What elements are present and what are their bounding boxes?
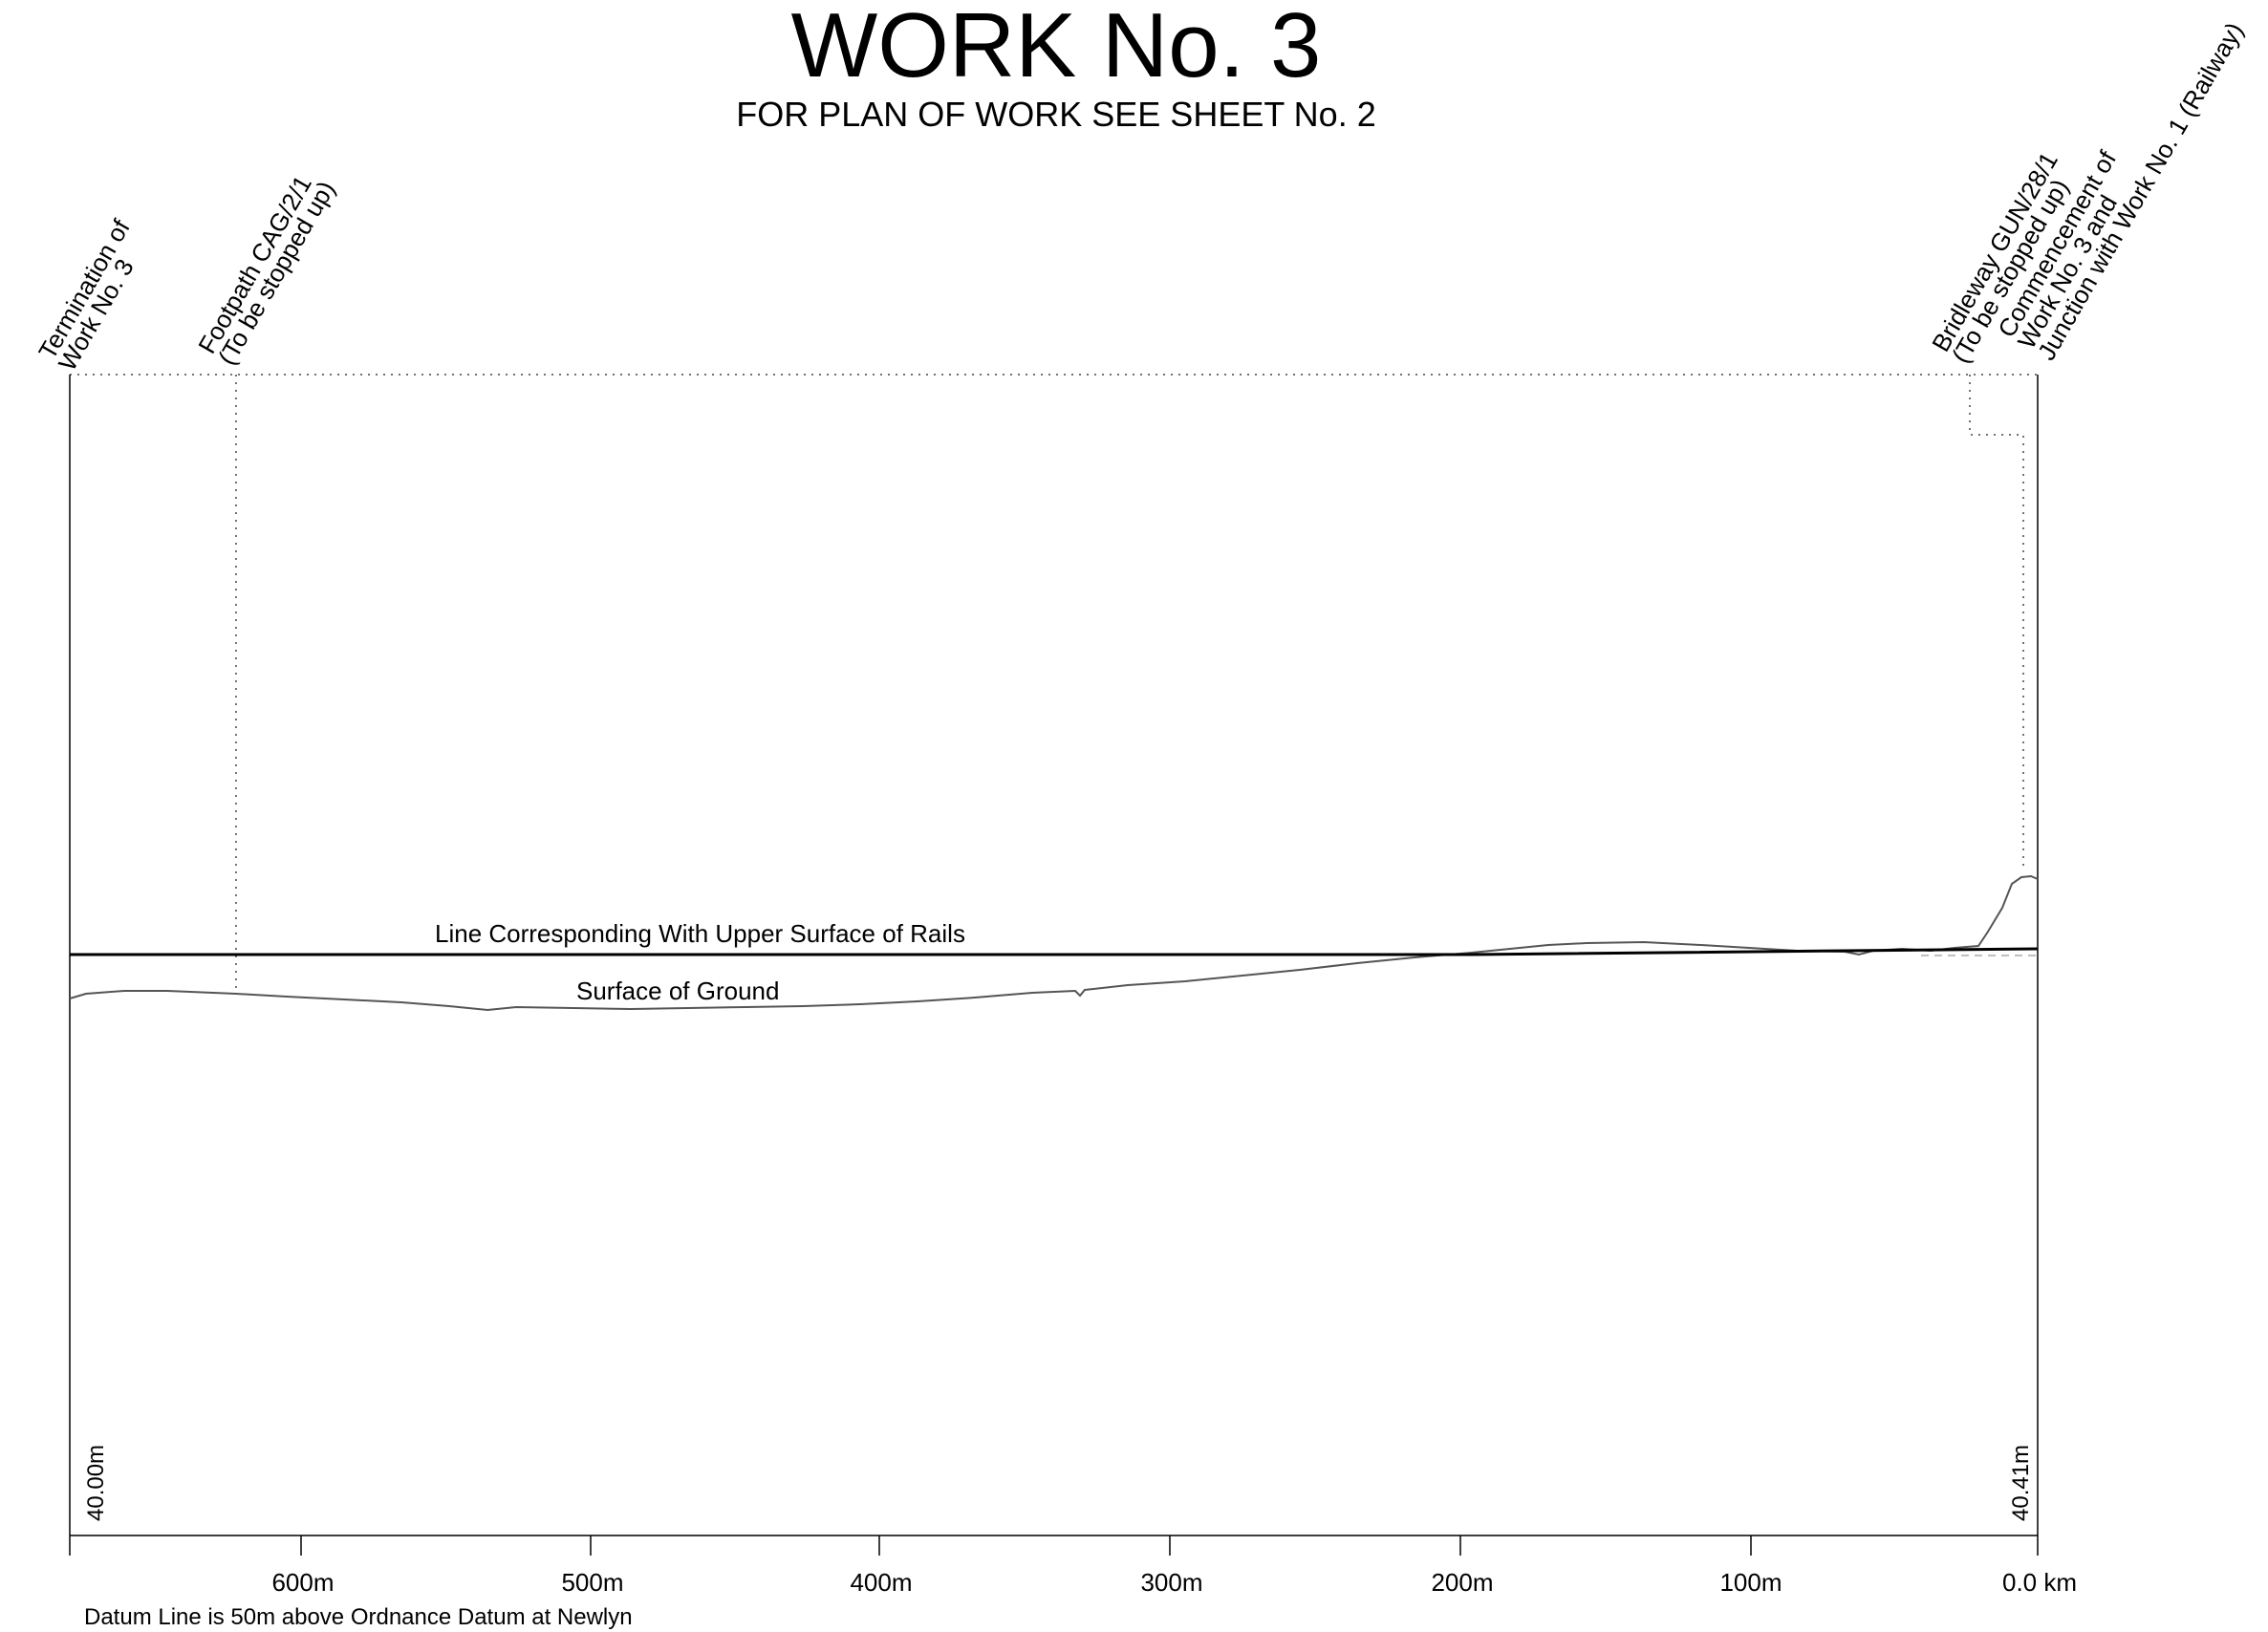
- tick-label-300m: 300m: [1140, 1568, 1202, 1597]
- drawing-subtitle: FOR PLAN OF WORK SEE SHEET No. 2: [736, 95, 1375, 134]
- tick-label-400m: 400m: [850, 1568, 912, 1597]
- ground-line-label: Surface of Ground: [576, 977, 779, 1005]
- tick-label-200m: 200m: [1431, 1568, 1493, 1597]
- tick-label-100m: 100m: [1719, 1568, 1782, 1597]
- drawing-title: WORK No. 3: [791, 0, 1322, 97]
- ground-surface-line: [69, 874, 2039, 1012]
- bridleway-guide-line: [1969, 375, 2024, 870]
- footpath-annotation: Footpath CAG/2/1 (To be stopped up): [192, 171, 340, 370]
- termination-annotation: Termination of Work No. 3: [32, 214, 140, 376]
- rail-level-line: [70, 947, 2039, 956]
- right-datum-level: 40.41m: [2008, 1445, 2034, 1521]
- chainage-ticks: [69, 1535, 2039, 1556]
- tick-label-0km: 0.0 km: [2002, 1568, 2077, 1597]
- left-datum-level: 40.00m: [83, 1445, 109, 1521]
- datum-note: Datum Line is 50m above Ordnance Datum a…: [84, 1604, 633, 1630]
- tick-label-600m: 600m: [271, 1568, 334, 1597]
- rail-line-label: Line Corresponding With Upper Surface of…: [435, 919, 965, 948]
- tick-label-500m: 500m: [561, 1568, 623, 1597]
